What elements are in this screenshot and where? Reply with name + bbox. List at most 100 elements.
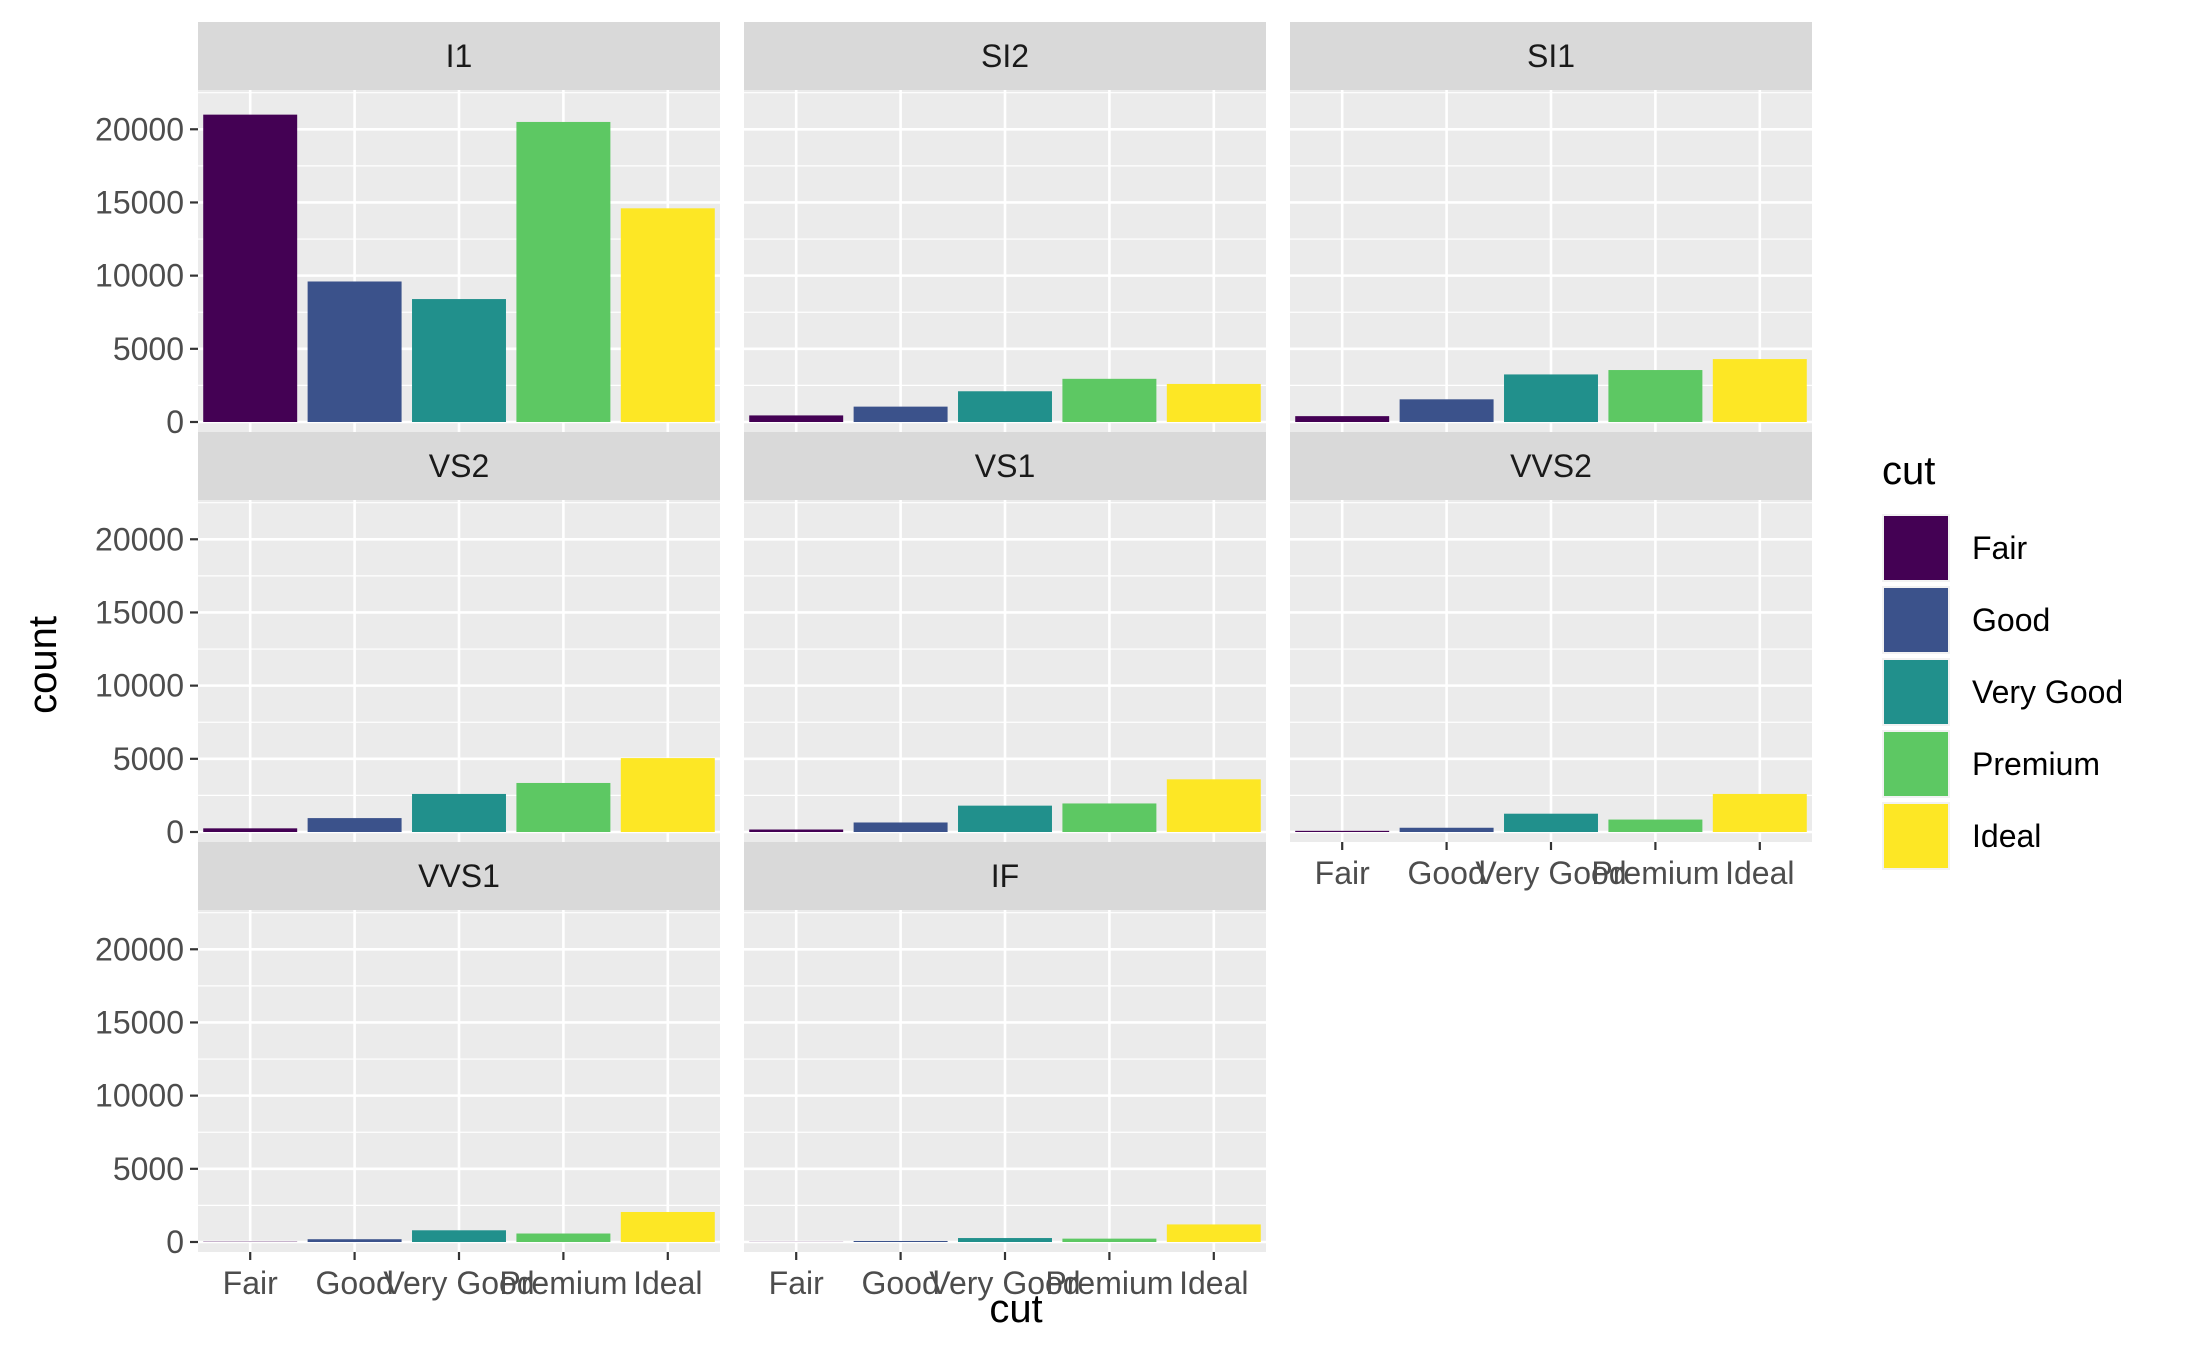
legend-swatch	[1884, 660, 1948, 724]
bar-ideal	[621, 758, 715, 832]
bar-fair	[1295, 416, 1389, 422]
bar-ideal	[1713, 794, 1807, 832]
panels-layer: I1 0 5000 10000 15000 20000 SI2 SI1 VS2 0 5000 1000…	[95, 22, 1812, 1301]
y-tick-label: 10000	[95, 258, 184, 294]
bar-good	[854, 1241, 948, 1242]
y-tick-label: 5000	[113, 741, 184, 777]
bar-premium	[1062, 803, 1156, 832]
bar-good	[308, 818, 402, 832]
legend-entry: Ideal	[1882, 802, 2041, 870]
bar-very-good	[958, 391, 1052, 422]
bar-ideal	[621, 1212, 715, 1242]
legend: cut Fair Good Very Good Premium Ideal	[1882, 449, 2123, 870]
legend-entry: Fair	[1882, 514, 2027, 582]
facet-strip-label: VS2	[429, 448, 489, 484]
x-tick-label: Premium	[1045, 1265, 1173, 1301]
facet-strip-label: SI1	[1527, 38, 1575, 74]
bar-very-good	[1504, 814, 1598, 832]
bar-good	[854, 407, 948, 422]
bar-good	[308, 281, 402, 422]
legend-title: cut	[1882, 449, 1935, 493]
bar-premium	[1062, 1239, 1156, 1242]
bar-very-good	[412, 299, 506, 422]
legend-label: Ideal	[1972, 818, 2041, 854]
legend-swatch	[1884, 804, 1948, 868]
bar-good	[1400, 399, 1494, 422]
y-tick-label: 0	[166, 404, 184, 440]
y-axis-title: count	[21, 616, 65, 714]
facet-panel: I1 0 5000 10000 15000 20000	[95, 22, 720, 440]
y-tick-label: 15000	[95, 594, 184, 630]
bar-good	[854, 822, 948, 832]
facet-strip-label: VVS2	[1510, 448, 1592, 484]
bar-fair	[749, 830, 843, 832]
bar-good	[1400, 828, 1494, 832]
x-tick-label: Good	[315, 1265, 393, 1301]
y-tick-label: 5000	[113, 331, 184, 367]
facet-panel: VS2 0 5000 10000 15000 20000	[95, 432, 720, 850]
legend-label: Fair	[1972, 530, 2027, 566]
legend-swatch	[1884, 516, 1948, 580]
y-tick-label: 15000	[95, 184, 184, 220]
bar-ideal	[1167, 779, 1261, 832]
bar-very-good	[1504, 374, 1598, 422]
facet-strip-label: SI2	[981, 38, 1029, 74]
legend-label: Very Good	[1972, 674, 2123, 710]
x-tick-label: Fair	[1315, 855, 1370, 891]
bar-very-good	[958, 1238, 1052, 1242]
y-tick-label: 20000	[95, 931, 184, 967]
y-tick-label: 15000	[95, 1004, 184, 1040]
bar-fair	[203, 828, 297, 832]
x-tick-label: Good	[861, 1265, 939, 1301]
x-tick-label: Fair	[223, 1265, 278, 1301]
facet-panel: VS1	[744, 432, 1266, 842]
legend-entry: Very Good	[1882, 658, 2123, 726]
y-tick-label: 10000	[95, 1078, 184, 1114]
bar-premium	[1608, 820, 1702, 832]
bar-good	[308, 1239, 402, 1242]
y-tick-label: 0	[166, 1224, 184, 1260]
bar-fair	[1295, 831, 1389, 832]
legend-swatch	[1884, 732, 1948, 796]
bar-premium	[516, 783, 610, 832]
facet-strip-label: I1	[446, 38, 473, 74]
bar-ideal	[1167, 1224, 1261, 1242]
bar-very-good	[412, 794, 506, 832]
legend-entry: Good	[1882, 586, 2050, 654]
y-tick-label: 0	[166, 814, 184, 850]
facet-strip-label: VS1	[975, 448, 1035, 484]
bar-ideal	[1167, 384, 1261, 422]
facet-strip-label: IF	[991, 858, 1019, 894]
bar-premium	[1608, 370, 1702, 422]
bar-premium	[516, 1234, 610, 1242]
legend-label: Good	[1972, 602, 2050, 638]
facet-panel: SI1	[1290, 22, 1812, 432]
legend-entry: Premium	[1882, 730, 2100, 798]
y-tick-label: 10000	[95, 668, 184, 704]
x-tick-label: Good	[1407, 855, 1485, 891]
x-tick-label: Premium	[1591, 855, 1719, 891]
x-tick-label: Ideal	[633, 1265, 702, 1301]
facet-strip-label: VVS1	[418, 858, 500, 894]
y-tick-label: 20000	[95, 521, 184, 557]
bar-fair	[203, 115, 297, 422]
legend-swatch	[1884, 588, 1948, 652]
y-tick-label: 5000	[113, 1151, 184, 1187]
bar-very-good	[958, 806, 1052, 832]
x-tick-label: Premium	[499, 1265, 627, 1301]
x-axis-title: cut	[989, 1287, 1042, 1331]
legend-label: Premium	[1972, 746, 2100, 782]
x-tick-label: Fair	[769, 1265, 824, 1301]
y-tick-label: 20000	[95, 111, 184, 147]
bar-ideal	[621, 208, 715, 422]
x-tick-label: Ideal	[1725, 855, 1794, 891]
bar-premium	[516, 122, 610, 422]
x-tick-label: Ideal	[1179, 1265, 1248, 1301]
bar-fair	[749, 415, 843, 422]
bar-ideal	[1713, 359, 1807, 422]
facet-panel: SI2	[744, 22, 1266, 432]
